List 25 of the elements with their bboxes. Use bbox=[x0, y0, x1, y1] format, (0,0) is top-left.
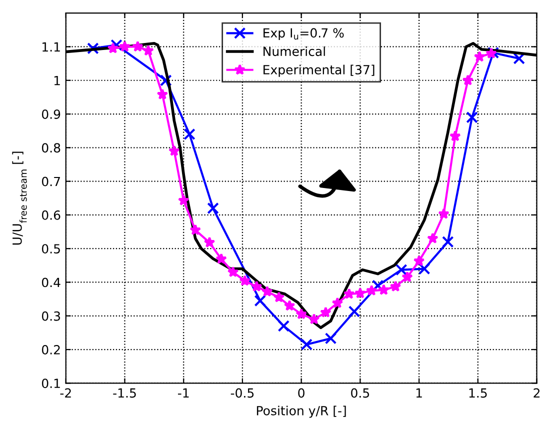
x-tick-label: -2 bbox=[60, 388, 71, 398]
y-tick-label: 0.2 bbox=[42, 345, 60, 354]
x-tick-label: 1.5 bbox=[469, 388, 487, 398]
y-tick-label: 0.8 bbox=[42, 143, 60, 153]
y-tick-label: 0.1 bbox=[42, 378, 60, 388]
y-tick-label: 1 bbox=[54, 76, 60, 86]
y-tick-label: 0.5 bbox=[42, 244, 60, 254]
x-tick-label: 2 bbox=[534, 388, 540, 398]
x-tick-label: 1 bbox=[416, 388, 422, 398]
x-tick-label: -1 bbox=[178, 388, 189, 398]
y-tick-label: 1.1 bbox=[42, 42, 60, 52]
y-tick-label: 0.3 bbox=[42, 311, 60, 321]
legend-label: Numerical bbox=[264, 46, 325, 56]
y-tick-label: 0.6 bbox=[42, 210, 60, 220]
x-tick-label: -1.5 bbox=[113, 388, 136, 398]
y-tick-label: 0.9 bbox=[42, 109, 60, 119]
legend-label: Experimental [37] bbox=[264, 64, 374, 77]
y-tick-label: 0.4 bbox=[42, 278, 60, 288]
x-tick-label: -0.5 bbox=[230, 388, 254, 398]
legend-label: Exp I$_{u}$=0.7 % bbox=[264, 28, 344, 40]
x-axis-title: Position y/R [-] bbox=[256, 406, 346, 418]
x-tick-label: 0 bbox=[298, 388, 304, 398]
y-axis-title: U/Ufree stream [-] bbox=[12, 152, 27, 245]
y-tick-label: 0.7 bbox=[42, 176, 60, 186]
x-tick-label: 0.5 bbox=[351, 388, 370, 398]
